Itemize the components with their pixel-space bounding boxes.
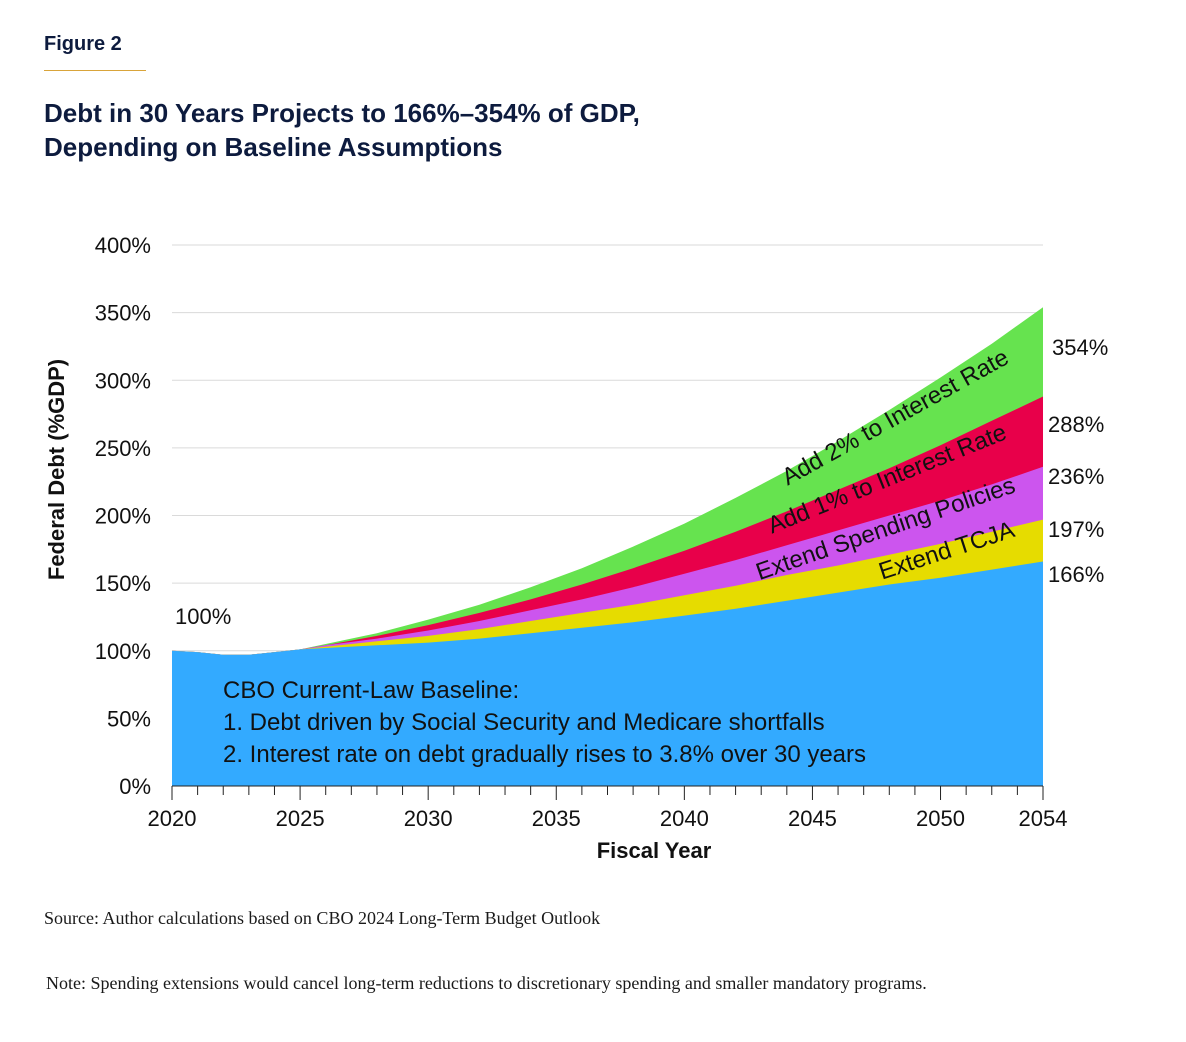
x-tick-label: 2035 [532, 806, 581, 831]
x-tick-label: 2030 [404, 806, 453, 831]
y-tick-label: 150% [95, 571, 151, 596]
x-axis-title: Fiscal Year [597, 838, 712, 863]
x-tick-label: 2040 [660, 806, 709, 831]
y-tick-label: 200% [95, 504, 151, 529]
baseline-annotation-line: 1. Debt driven by Social Security and Me… [223, 709, 825, 736]
area-series-0 [172, 561, 1043, 786]
chart-title: Debt in 30 Years Projects to 166%–354% o… [44, 96, 804, 164]
figure-label-rule [44, 70, 146, 71]
y-tick-label: 250% [95, 436, 151, 461]
baseline-annotation-line: 2. Interest rate on debt gradually rises… [223, 741, 866, 768]
end-value-label: 354% [1052, 335, 1108, 360]
y-tick-label: 50% [107, 706, 151, 731]
baseline-annotation-line: CBO Current-Law Baseline: [223, 677, 519, 704]
y-tick-label: 400% [95, 233, 151, 258]
x-tick-label: 2045 [788, 806, 837, 831]
x-tick-label: 2020 [148, 806, 197, 831]
y-tick-label: 350% [95, 301, 151, 326]
y-tick-label: 100% [95, 639, 151, 664]
end-value-label: 288% [1048, 412, 1104, 437]
y-tick-label: 300% [95, 368, 151, 393]
title-line-1: Debt in 30 Years Projects to 166%–354% o… [44, 98, 640, 128]
footnote: Note: Spending extensions would cancel l… [46, 973, 927, 993]
end-value-label: 166% [1048, 562, 1104, 587]
start-value-label: 100% [175, 604, 231, 629]
figure-label: Figure 2 [44, 33, 122, 55]
y-axis-title: Federal Debt (%GDP) [44, 359, 69, 580]
source-note: Source: Author calculations based on CBO… [44, 908, 601, 928]
x-tick-label: 2054 [1019, 806, 1068, 831]
title-line-2: Depending on Baseline Assumptions [44, 132, 503, 162]
y-tick-label: 0% [119, 774, 151, 799]
x-tick-label: 2050 [916, 806, 965, 831]
x-tick-label: 2025 [276, 806, 325, 831]
end-value-label: 236% [1048, 464, 1104, 489]
end-value-label: 197% [1048, 517, 1104, 542]
